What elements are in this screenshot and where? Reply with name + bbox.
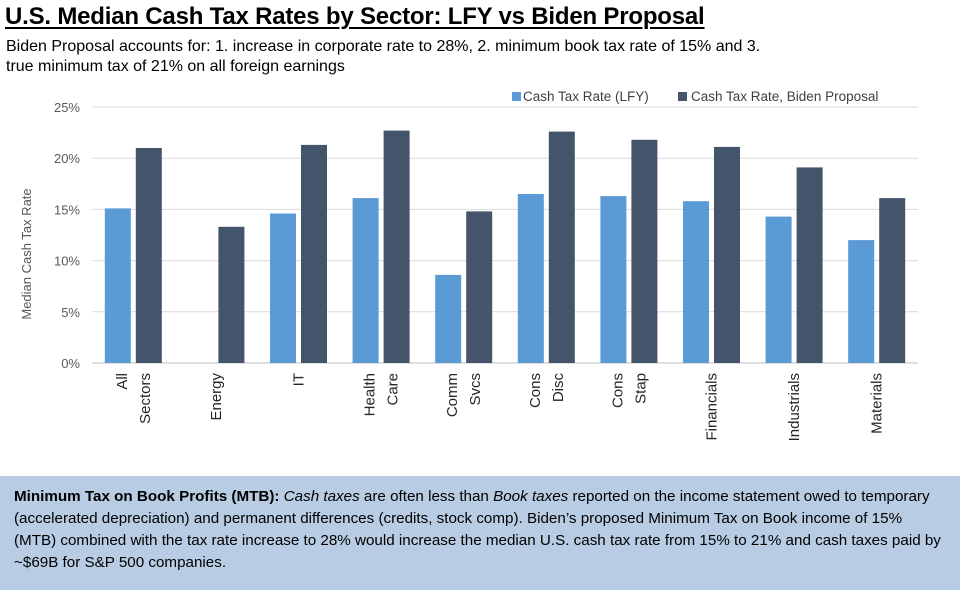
legend-swatch-lfy <box>512 92 521 101</box>
bar-lfy <box>765 216 792 363</box>
bar-lfy <box>848 240 875 363</box>
bar-biden <box>879 198 906 363</box>
legend-label-lfy: Cash Tax Rate (LFY) <box>523 89 649 104</box>
x-tick-group: Cons Stap <box>609 373 649 408</box>
x-tick-label: Stap <box>632 373 649 404</box>
note-italic-book-taxes: Book taxes <box>493 488 569 505</box>
y-tick-labels: 0% 5% 10% 15% 20% 25% <box>54 100 80 371</box>
bar-lfy <box>600 196 627 363</box>
bar-biden <box>796 167 823 363</box>
y-tick-label: 10% <box>54 254 80 269</box>
y-tick-label: 0% <box>61 356 80 371</box>
x-tick-label: Cons <box>609 373 626 408</box>
x-tick-label: All <box>114 373 131 390</box>
x-tick-labels: All Sectors Energy IT Health Care Comm Svcs Cons… <box>114 373 886 442</box>
x-tick-label: Svcs <box>467 373 484 406</box>
bar-biden <box>301 144 327 363</box>
bar-lfy <box>683 201 709 363</box>
x-tick-label: Financials <box>704 373 721 441</box>
x-tick-label: Industrials <box>786 373 803 441</box>
x-tick-group: All Sectors <box>114 373 154 424</box>
x-tick-label: Disc <box>550 373 567 403</box>
bar-biden <box>218 226 245 363</box>
note-box: Minimum Tax on Book Profits (MTB): Cash … <box>0 476 960 590</box>
y-tick-label: 15% <box>54 202 80 217</box>
bar-lfy <box>517 194 544 363</box>
bar-chart: 0% 5% 10% 15% 20% 25% All Sectors Energy IT Healt… <box>19 89 918 442</box>
x-tick-label: Energy <box>208 373 225 421</box>
x-tick-label: Materials <box>869 373 886 434</box>
bar-biden <box>466 211 493 363</box>
note-text: Minimum Tax on Book Profits (MTB): Cash … <box>14 486 946 574</box>
page-title: U.S. Median Cash Tax Rates by Sector: LF… <box>5 3 705 30</box>
x-tick-group: Energy <box>208 373 225 421</box>
note-seg-2: are often less than <box>359 488 494 505</box>
page-subtitle: Biden Proposal accounts for: 1. increase… <box>6 38 761 75</box>
bar-biden <box>631 139 658 363</box>
x-tick-label: Cons <box>527 373 544 408</box>
bar-lfy <box>270 213 296 363</box>
y-tick-label: 20% <box>54 151 80 166</box>
y-tick-label: 5% <box>61 305 80 320</box>
x-tick-label: Sectors <box>137 373 154 424</box>
note-lead: Minimum Tax on Book Profits (MTB): <box>14 488 280 505</box>
x-tick-group: Financials <box>704 373 721 441</box>
x-tick-label: IT <box>291 373 308 386</box>
note-seg-3: reported on the income statement owed to… <box>14 488 941 571</box>
x-tick-group: Comm Svcs <box>444 373 484 417</box>
bar-biden <box>135 148 162 363</box>
bar-biden <box>714 146 740 363</box>
x-tick-label: Care <box>385 373 402 406</box>
legend-swatch-biden <box>678 92 687 101</box>
note-italic-cash-taxes: Cash taxes <box>283 488 360 505</box>
gridlines <box>92 106 918 364</box>
bar-biden <box>548 131 575 363</box>
bar-lfy <box>435 274 462 363</box>
x-tick-group: Industrials <box>786 373 803 441</box>
bar-lfy <box>104 208 131 363</box>
bar-lfy <box>352 198 379 363</box>
chart-area: 0% 5% 10% 15% 20% 25% All Sectors Energy IT Healt… <box>0 80 960 472</box>
bars <box>104 130 906 363</box>
x-tick-label: Health <box>362 373 379 416</box>
x-tick-group: IT <box>291 373 308 386</box>
y-tick-label: 25% <box>54 100 80 115</box>
legend-label-biden: Cash Tax Rate, Biden Proposal <box>691 89 878 104</box>
bar-biden <box>383 130 410 363</box>
legend: Cash Tax Rate (LFY) Cash Tax Rate, Biden… <box>512 89 878 104</box>
x-tick-group: Health Care <box>362 373 402 416</box>
x-tick-group: Cons Disc <box>527 373 567 409</box>
x-tick-group: Materials <box>869 373 886 434</box>
x-tick-label: Comm <box>444 373 461 417</box>
y-axis-label: Median Cash Tax Rate <box>19 188 34 319</box>
